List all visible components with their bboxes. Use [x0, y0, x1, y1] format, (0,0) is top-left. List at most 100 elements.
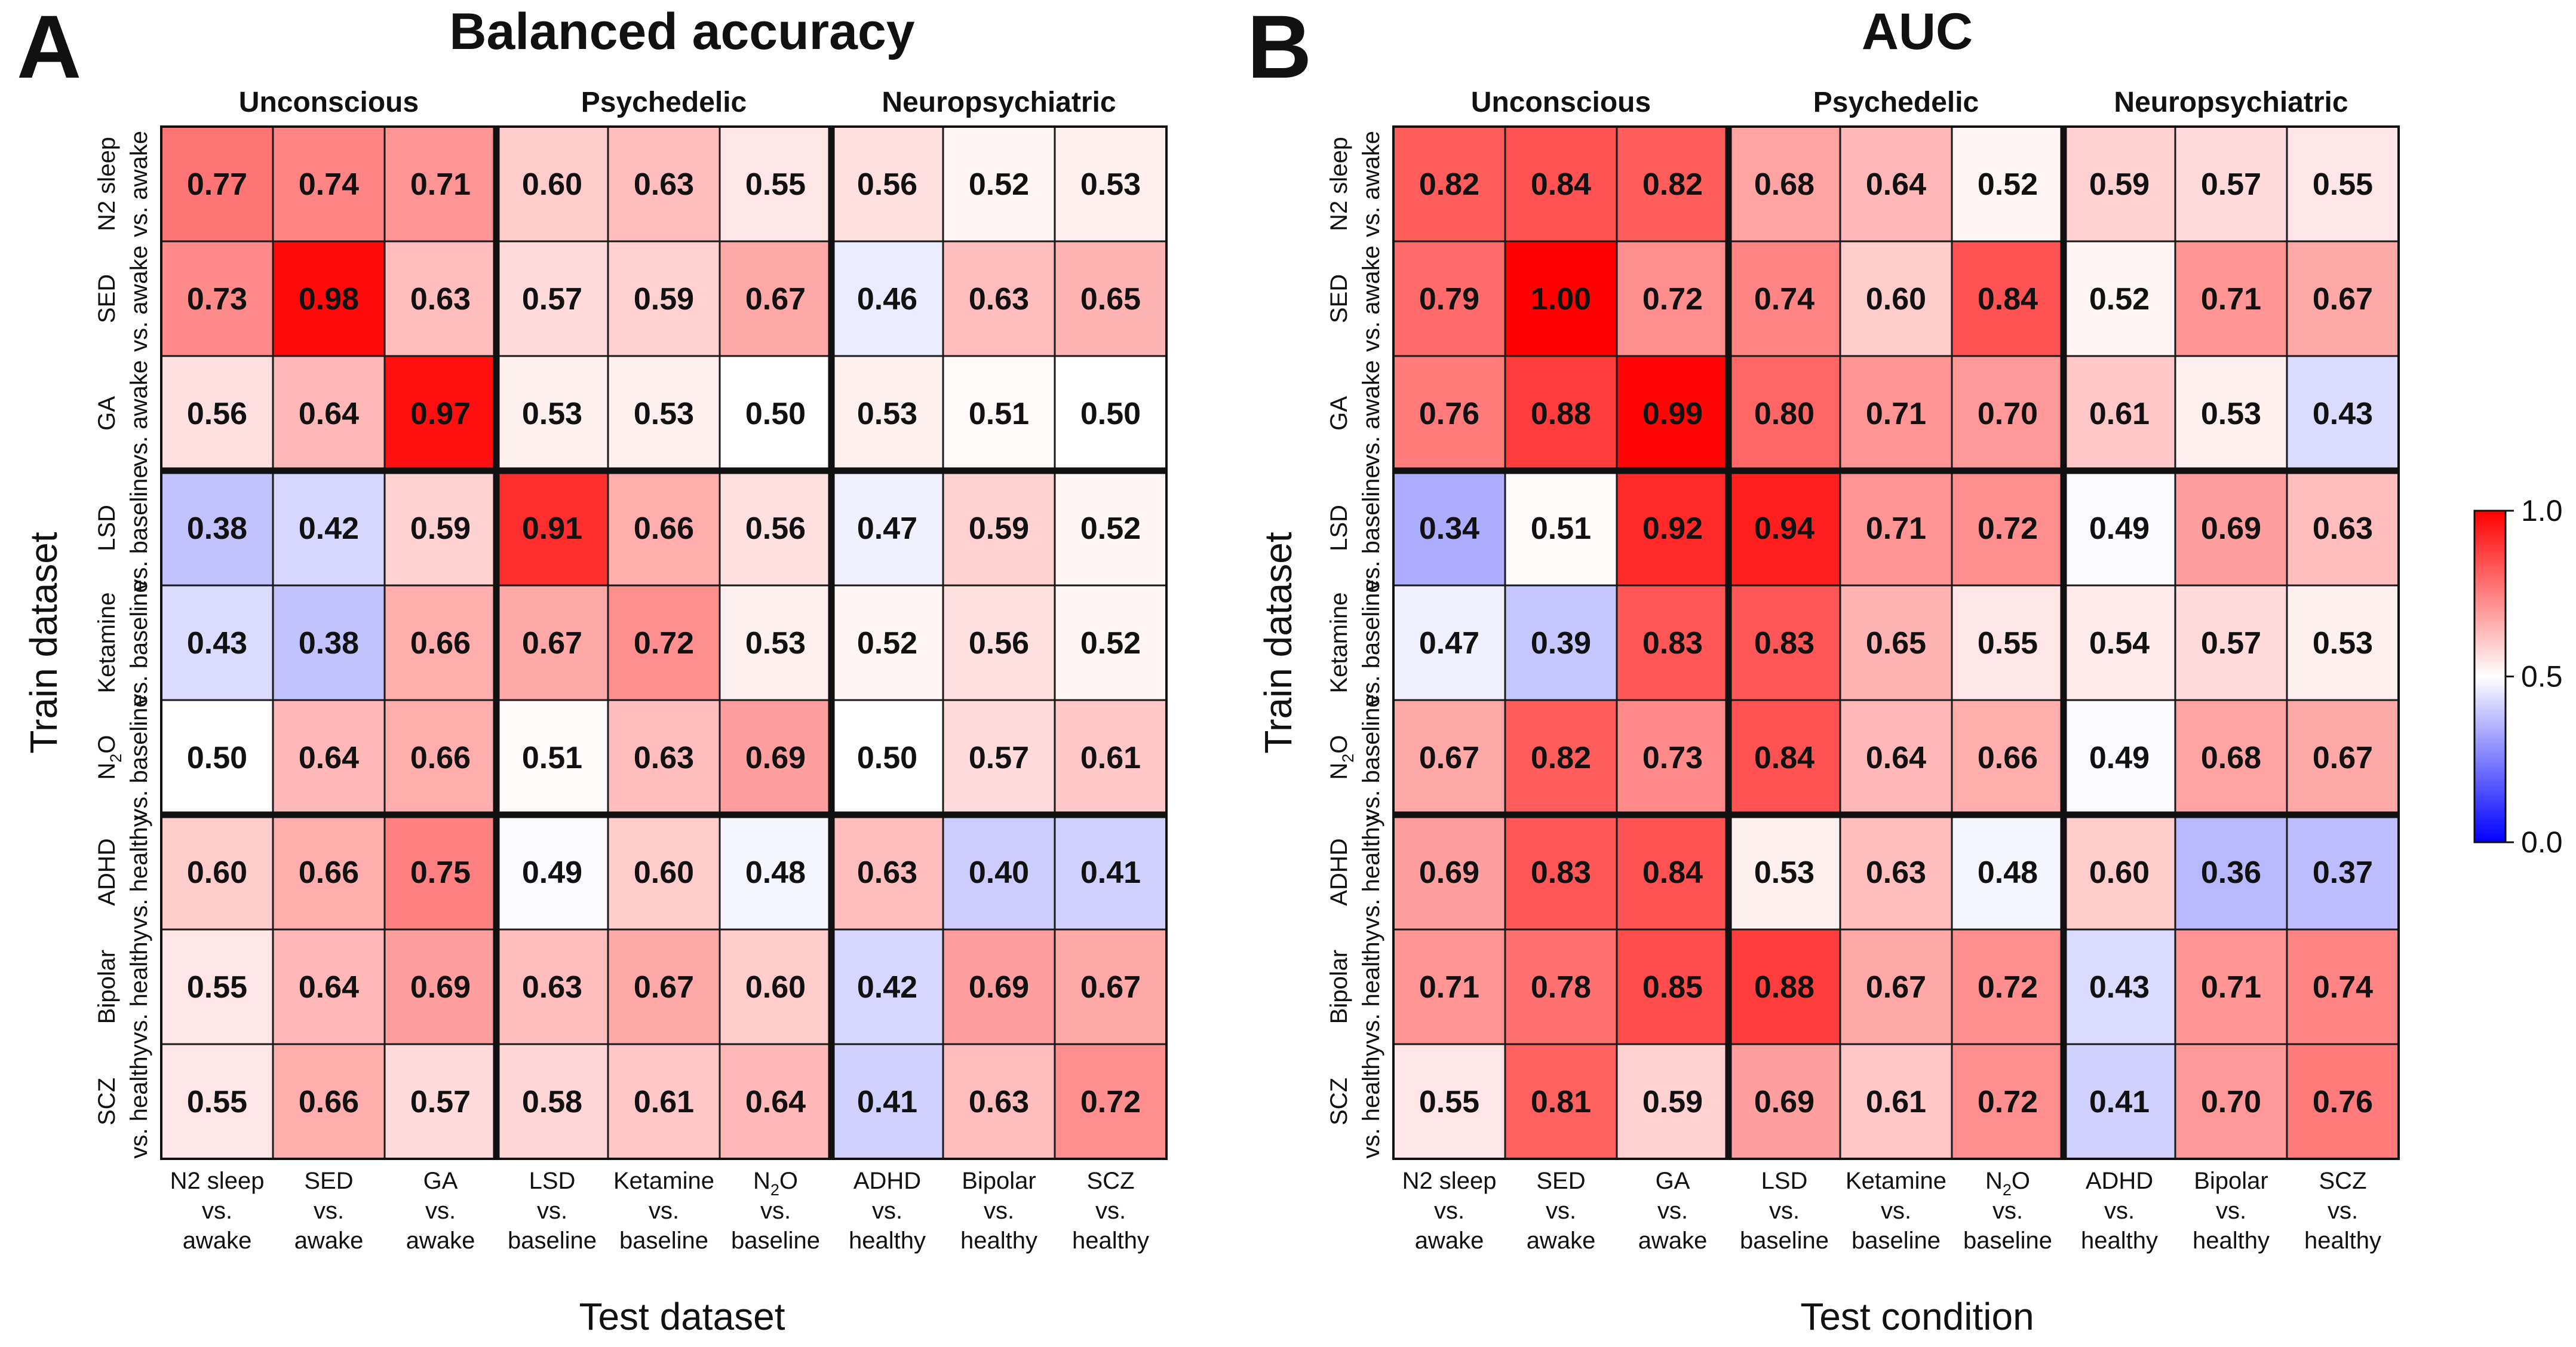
- x-tick-label: vs.: [1434, 1198, 1464, 1224]
- x-tick-label: Bipolar: [2194, 1168, 2268, 1194]
- heatmap-cell: [1951, 928, 2065, 1045]
- x-tick-label: vs.: [1095, 1198, 1126, 1224]
- panel-label: B: [1247, 0, 1312, 97]
- y-tick-label: vs. baseline: [126, 694, 152, 820]
- cell-value-label: 0.71: [410, 167, 471, 202]
- y-tick-label: vs. healthy: [1358, 929, 1384, 1044]
- x-tick-label: Bipolar: [962, 1168, 1036, 1194]
- y-tick-label-part: vs.: [126, 1128, 152, 1158]
- y-tick-label: vs. awake: [1358, 246, 1384, 352]
- cell-value-label: 0.65: [1866, 626, 1926, 661]
- heatmap-cell: [1951, 355, 2065, 472]
- x-tick-label: awake: [1638, 1228, 1708, 1254]
- y-tick-label: vs. healthy: [126, 1044, 152, 1158]
- y-tick-label-part: vs.: [1358, 1013, 1384, 1044]
- heatmap-cell: [1392, 240, 1506, 357]
- cell-value-label: 0.57: [410, 1085, 471, 1119]
- cell-value-label: 0.82: [1419, 167, 1479, 202]
- x-axis-title: Test condition: [1800, 1295, 2034, 1338]
- cell-value-label: 0.79: [1419, 282, 1479, 317]
- x-tick-label: SCZ: [2319, 1168, 2367, 1194]
- heatmap-cell: [1727, 928, 1841, 1045]
- heatmap-cell: [2062, 814, 2176, 931]
- cell-value-label: 0.70: [2201, 1085, 2261, 1119]
- x-tick-label: vs.: [984, 1198, 1014, 1224]
- heatmap-cell: [2062, 355, 2176, 472]
- heatmap-cell: [1951, 814, 2065, 931]
- cell-value-label: 0.49: [2089, 511, 2150, 546]
- y-tick-label-part: vs.: [126, 561, 152, 591]
- cell-value-label: 0.60: [2089, 855, 2150, 890]
- heatmap-cell: [719, 125, 833, 243]
- cell-value-label: 0.56: [969, 626, 1029, 661]
- cell-value-label: 0.52: [1978, 167, 2038, 202]
- y-tick-label: vs. baseline: [126, 579, 152, 705]
- heatmap-cell: [2174, 699, 2288, 816]
- cell-value-label: 0.67: [522, 626, 582, 661]
- cell-value-label: 0.81: [1531, 1085, 1591, 1119]
- cell-value-label: 0.63: [2313, 511, 2373, 546]
- cell-value-label: 1.00: [1531, 282, 1591, 317]
- cell-value-label: 0.38: [299, 626, 359, 661]
- y-tick-label: SED: [94, 274, 120, 323]
- heatmap-cell: [160, 125, 274, 243]
- cell-value-label: 0.67: [1866, 970, 1926, 1005]
- heatmap-cell: [2062, 1043, 2176, 1160]
- y-tick-label-part: awake: [1358, 131, 1384, 200]
- heatmap-cell: [383, 699, 498, 816]
- y-tick-label: ADHD: [94, 838, 120, 906]
- cell-value-label: 0.82: [1642, 167, 1703, 202]
- x-tick-label: ADHD: [853, 1168, 921, 1194]
- y-tick-label-part: vs.: [1358, 1128, 1384, 1158]
- y-tick-label-part: healthy: [126, 815, 152, 892]
- heatmap-cell: [607, 355, 721, 472]
- heatmap-cell: [1727, 699, 1841, 816]
- y-tick-label-part: baseline: [126, 579, 152, 668]
- heatmap-cell: [160, 814, 274, 931]
- y-tick-label: vs. baseline: [1358, 694, 1384, 820]
- x-tick-label: healthy: [2081, 1228, 2158, 1254]
- colorbar-tick-label: 1.0: [2521, 494, 2563, 527]
- heatmap-cell: [942, 240, 1056, 357]
- heatmap-cell: [1727, 584, 1841, 701]
- x-tick-label: baseline: [508, 1228, 597, 1254]
- y-tick-label: Ketamine: [1326, 593, 1352, 694]
- heatmap-cell: [1616, 470, 1730, 587]
- y-tick-label-part: vs.: [1358, 561, 1384, 591]
- heatmap-cell: [719, 928, 833, 1045]
- y-tick-label-part: awake: [126, 131, 152, 200]
- y-tick-label: SCZ: [94, 1078, 120, 1125]
- heatmap-cell: [2062, 584, 2176, 701]
- cell-value-label: 0.57: [522, 282, 582, 317]
- heatmap-cell: [495, 584, 609, 701]
- cell-value-label: 0.84: [1754, 741, 1814, 775]
- heatmap-cell: [607, 928, 721, 1045]
- heatmap-cell: [1839, 355, 1953, 472]
- heatmap-cell: [272, 470, 386, 587]
- x-tick-label: awake: [406, 1228, 475, 1254]
- y-axis-title: Train dataset: [22, 532, 65, 753]
- y-tick-label-part: baseline: [1358, 465, 1384, 554]
- cell-value-label: 0.71: [2201, 970, 2261, 1005]
- heatmap-cell: [2174, 355, 2288, 472]
- heatmap-cell: [1054, 584, 1168, 701]
- heatmap-cell: [1504, 470, 1618, 587]
- x-tick-label: vs.: [1881, 1198, 1911, 1224]
- cell-value-label: 0.53: [1080, 167, 1141, 202]
- column-group-label: Unconscious: [1471, 87, 1651, 118]
- y-tick-label: SED: [1326, 274, 1352, 323]
- cell-value-label: 0.66: [1978, 741, 2038, 775]
- cell-value-label: 0.83: [1642, 626, 1703, 661]
- x-tick-label: vs.: [2328, 1198, 2358, 1224]
- cell-value-label: 0.57: [2201, 626, 2261, 661]
- x-tick-label: vs.: [760, 1198, 791, 1224]
- y-tick-label-part: vs.: [126, 207, 152, 237]
- y-tick-label: SCZ: [1326, 1078, 1352, 1125]
- cell-value-label: 0.64: [299, 397, 359, 431]
- cell-value-label: 0.60: [1866, 282, 1926, 317]
- heatmap-cell: [830, 1043, 944, 1160]
- cell-value-label: 0.38: [187, 511, 247, 546]
- column-group-label: Psychedelic: [1813, 87, 1979, 118]
- cell-value-label: 0.53: [857, 397, 917, 431]
- x-tick-label: baseline: [1740, 1228, 1829, 1254]
